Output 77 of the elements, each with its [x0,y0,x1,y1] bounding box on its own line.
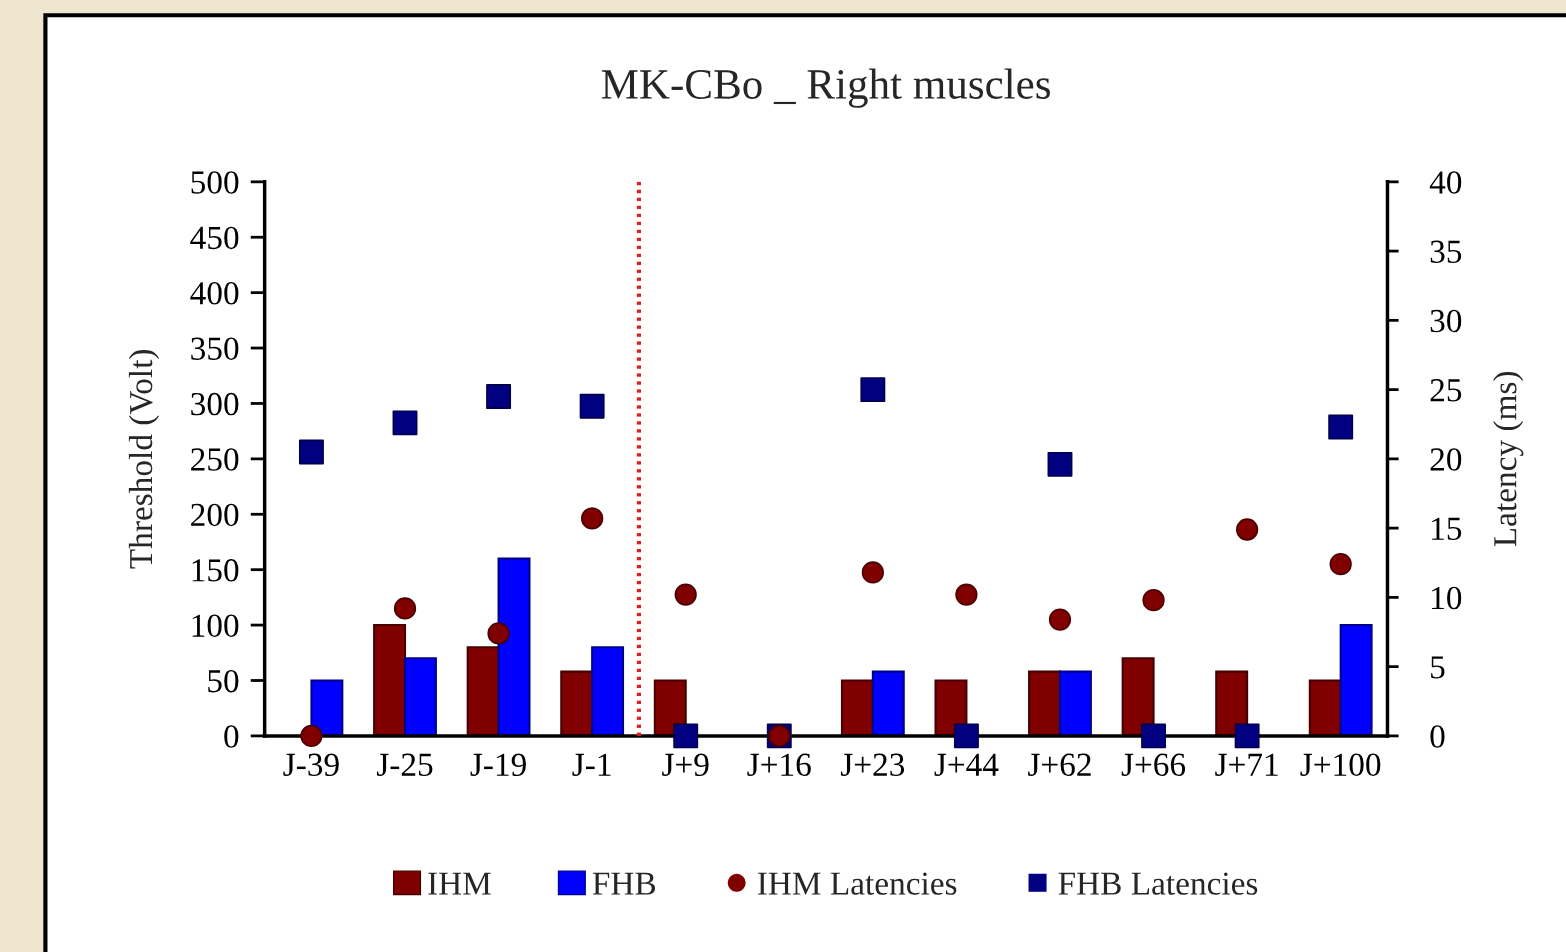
bar [1339,624,1373,736]
bar [1121,657,1155,736]
point [579,393,605,419]
x-tick-label: J-39 [283,753,339,777]
point [673,723,699,749]
y2-tick-label: 40 [1429,171,1462,194]
y-tick-label: 500 [191,171,239,194]
y2-tick-label: 20 [1430,448,1462,471]
point [674,583,697,606]
point [393,597,417,620]
point [1234,723,1260,749]
x-tick-label: J-1 [572,753,611,777]
bar [1308,679,1342,736]
bar [934,679,968,736]
legend-label: FHB Latencies [1058,872,1258,895]
y2-tick-label: 10 [1432,586,1462,610]
point [1142,589,1165,612]
x-tick-label: J+44 [934,753,999,777]
point [1048,608,1072,631]
x-tick-label: J-19 [470,753,526,777]
y-tick-label: 0 [224,725,239,748]
bar [840,679,874,736]
y2-tick-label: 35 [1430,240,1462,263]
y-tick-label: 400 [190,282,239,305]
bar [1215,670,1249,736]
point [861,561,884,584]
y2-tick-label: 30 [1430,309,1462,333]
point [1141,723,1167,749]
legend-label: IHM Latencies [757,872,957,895]
x-tick-label: J+66 [1121,753,1186,777]
y-tick-label: 250 [191,448,239,471]
point [487,622,510,645]
point [581,507,604,530]
bar [560,670,594,736]
y-tick-label: 150 [192,559,239,582]
y2-tick-label: 0 [1430,725,1445,748]
x-tick-label: J+16 [747,753,811,777]
x-tick-label: J+100 [1300,753,1381,777]
point [1328,414,1354,440]
point [955,583,978,606]
point [1235,518,1259,541]
y-tick-label: 450 [190,226,239,250]
bar [497,557,531,736]
y-tick-label: 350 [191,337,239,360]
y-axis-title: Threshold (Volt) [128,350,160,569]
bar [403,657,437,736]
y2-axis-title: Latency (ms) [1493,371,1524,547]
bar [310,679,344,736]
bar [653,679,687,736]
point [953,723,979,749]
point [1047,451,1073,477]
bar [591,646,625,736]
x-tick-label: J+62 [1028,753,1091,777]
y-tick-label: 300 [191,392,239,416]
bar [871,670,905,736]
y-tick-label: 50 [208,669,239,693]
x-tick-label: J+9 [662,753,709,777]
point [860,377,886,403]
x-tick-label: J-25 [377,753,433,777]
chart-title: MK-CBo _ Right muscles [601,68,1050,108]
y2-tick-label: 5 [1431,656,1445,679]
legend-label: IHM [428,872,491,895]
point [300,724,323,748]
bar [373,624,407,736]
bar [1058,670,1092,736]
point [298,439,324,465]
y2-tick-label: 15 [1432,517,1462,541]
y-tick-label: 100 [192,614,239,637]
point [1329,553,1352,576]
point [392,410,418,436]
y2-tick-label: 25 [1430,379,1462,402]
point [486,384,512,409]
y-tick-label: 200 [191,503,239,527]
x-tick-label: J+23 [841,753,905,777]
x-tick-label: J+71 [1215,753,1278,777]
legend-label: FHB [592,872,656,895]
bar [1028,670,1062,736]
